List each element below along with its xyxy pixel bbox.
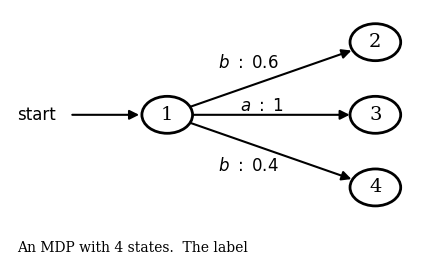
Text: $\mathit{b}$ $:$ 0.4: $\mathit{b}$ $:$ 0.4: [218, 157, 279, 175]
Text: $\mathit{b}$ $:$ 0.6: $\mathit{b}$ $:$ 0.6: [218, 54, 279, 72]
Text: 4: 4: [369, 179, 381, 196]
Text: 2: 2: [369, 33, 381, 51]
Text: 3: 3: [369, 106, 381, 124]
Circle shape: [350, 169, 401, 206]
Circle shape: [350, 24, 401, 61]
Text: $\mathit{a}$ $:$ 1: $\mathit{a}$ $:$ 1: [240, 97, 284, 115]
Text: An MDP with 4 states.  The label: An MDP with 4 states. The label: [17, 241, 248, 255]
Text: 1: 1: [161, 106, 174, 124]
Circle shape: [350, 96, 401, 133]
Circle shape: [142, 96, 193, 133]
Text: start: start: [16, 106, 56, 124]
